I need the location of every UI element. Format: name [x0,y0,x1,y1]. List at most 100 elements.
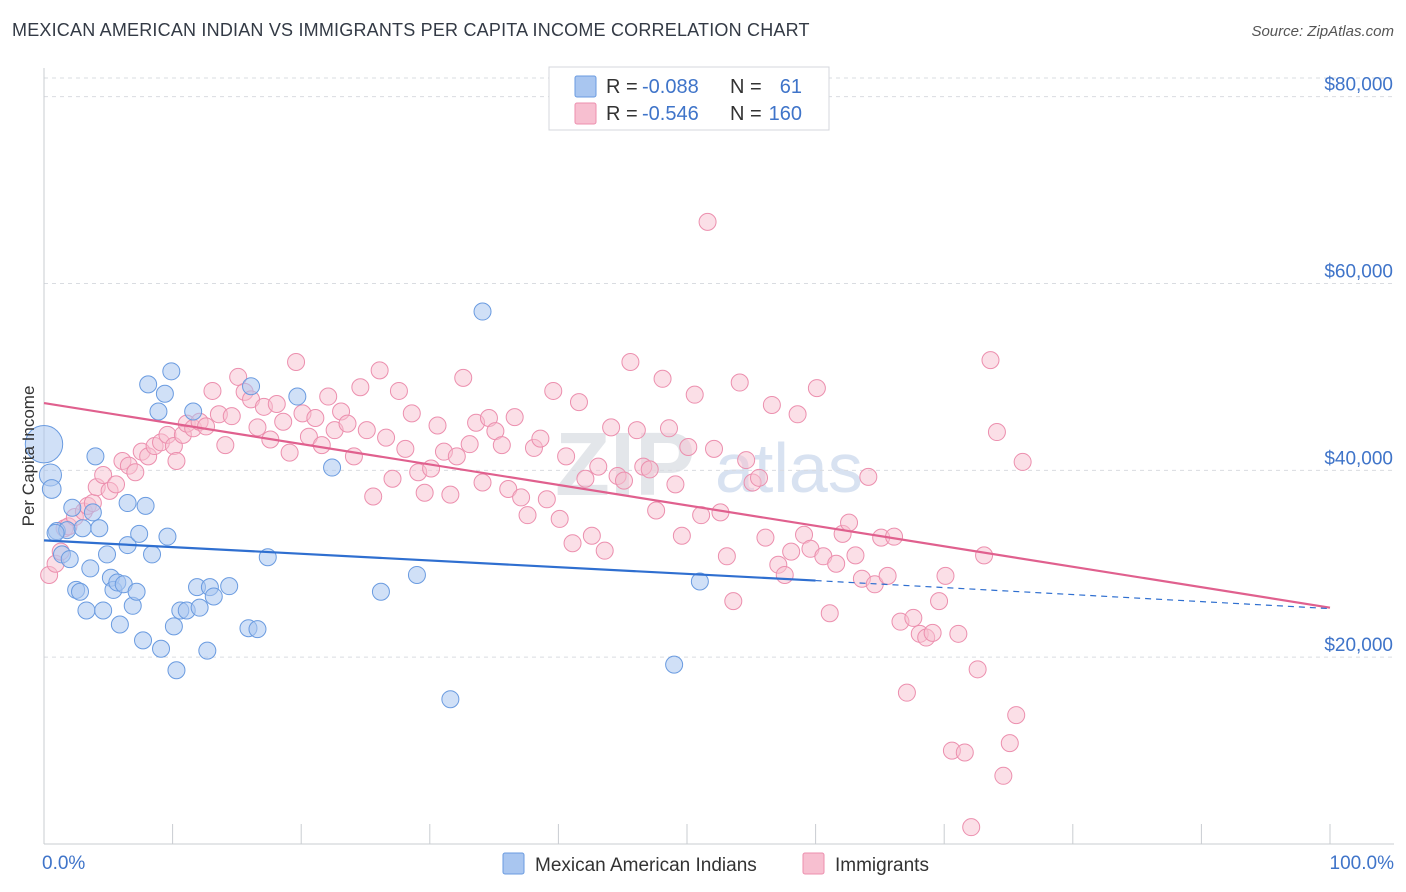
immigrants-point-141 [930,592,949,611]
immigrants-point-55 [377,428,396,447]
immigrants-point-65 [441,485,460,504]
mexican-american-indians-point-17 [98,545,117,564]
immigrants-point-40 [280,443,299,462]
mexican-american-indians-point-60 [46,523,65,542]
immigrants-point-111 [737,451,756,470]
mexican-american-indians-point-53 [323,458,342,477]
immigrants-point-51 [351,378,370,397]
immigrants-point-67 [454,368,473,387]
mexican-american-indians-point-29 [136,496,155,515]
bottom-legend-label-0: Mexican American Indians [535,855,757,876]
immigrants-point-31 [222,407,241,426]
mexican-american-indians-point-36 [162,362,181,381]
mexican-american-indians-point-11 [77,601,96,620]
immigrants-point-15 [126,463,145,482]
mexican-american-indians-point-59 [690,572,709,591]
mexican-american-indians-points [24,302,709,709]
immigrants-trend-line [43,401,1331,609]
legend-r-label-0: R = [606,76,638,98]
immigrants-point-119 [788,405,807,424]
immigrants-point-45 [312,436,331,455]
immigrants-point-124 [820,604,839,623]
immigrants-point-137 [904,608,923,627]
immigrants-point-90 [602,418,621,437]
immigrants-point-145 [955,743,974,762]
trend-lines [43,401,1331,610]
legend-r-label-1: R = [606,103,638,125]
mexican-american-indians-point-58 [665,655,684,674]
mexican-american-indians-point-52 [288,387,307,406]
mexican-american-indians-point-44 [198,641,217,660]
immigrants-point-117 [775,565,794,584]
immigrants-point-94 [627,421,646,440]
mexican-american-indians-point-56 [441,690,460,709]
immigrants-point-130 [859,467,878,486]
mexican-american-indians-point-54 [371,582,390,601]
mexican-american-indians-trend-line [43,539,816,582]
immigrants-point-56 [383,469,402,488]
mexican-american-indians-point-15 [90,519,109,538]
mexican-american-indians-point-47 [220,577,239,596]
y-axis-tick-labels: $20,000 $40,000 $60,000 $80,000 [1324,75,1393,656]
legend-n-value-1: 160 [769,103,802,125]
immigrants-point-106 [705,439,724,458]
immigrants-point-59 [402,404,421,423]
immigrants-point-77 [518,506,537,525]
immigrants-point-99 [659,419,678,438]
legend-n-label-0: N = [730,76,762,98]
bottom-legend-swatch-blue [502,852,525,875]
mexican-american-indians-point-0 [24,424,64,464]
immigrants-point-70 [473,473,492,492]
immigrants-point-22 [167,452,186,470]
legend-r-value-0: -0.088 [642,76,699,98]
y-tick-label-2: $60,000 [1324,262,1393,283]
immigrants-point-54 [370,361,389,380]
y-tick-label-3: $80,000 [1324,75,1393,96]
mexican-american-indians-point-30 [139,375,158,394]
immigrants-point-57 [389,381,408,400]
mexican-american-indians-point-10 [73,519,92,538]
immigrants-point-53 [364,487,383,506]
mexican-american-indians-point-57 [473,302,492,321]
y-tick-label-0: $20,000 [1324,635,1393,656]
immigrants-point-68 [460,435,479,454]
immigrants-point-80 [537,490,556,509]
immigrants-point-125 [827,554,846,573]
immigrants-point-127 [840,513,859,532]
immigrants-point-63 [428,416,447,435]
mexican-american-indians-trend-extension [815,579,1331,610]
immigrants-point-108 [717,547,736,566]
mexican-american-indians-point-14 [86,447,105,466]
immigrants-point-83 [557,447,576,466]
immigrants-point-150 [987,423,1006,442]
immigrants-point-46 [319,387,338,406]
immigrants-point-109 [724,592,743,611]
immigrants-point-27 [197,417,216,436]
immigrants-point-92 [614,471,633,490]
immigrants-point-151 [994,766,1013,785]
immigrants-point-44 [306,409,325,428]
bottom-legend-swatch-pink [802,852,825,875]
mexican-american-indians-point-16 [94,601,113,620]
immigrants-point-154 [1013,452,1032,471]
immigrants-point-81 [544,381,563,400]
immigrants-point-88 [589,457,608,476]
immigrants-points [40,212,1032,837]
immigrants-point-144 [949,624,968,643]
mexican-american-indians-point-9 [71,582,90,601]
y-tick-label-1: $40,000 [1324,448,1393,469]
legend-swatch-blue [574,75,597,98]
mexican-american-indians-point-27 [130,524,149,543]
mexican-american-indians-point-21 [110,615,129,634]
immigrants-point-32 [229,367,248,386]
immigrants-point-58 [396,439,415,458]
mexican-american-indians-point-2 [41,479,62,499]
immigrants-point-149 [981,351,1000,370]
immigrants-point-96 [640,460,659,479]
immigrants-point-52 [357,421,376,440]
immigrants-point-62 [422,459,441,478]
mexican-american-indians-point-7 [63,498,82,517]
correlation-legend: R = -0.088 N = 61 R = -0.546 N = 160 [548,66,830,131]
immigrants-point-74 [499,480,518,499]
